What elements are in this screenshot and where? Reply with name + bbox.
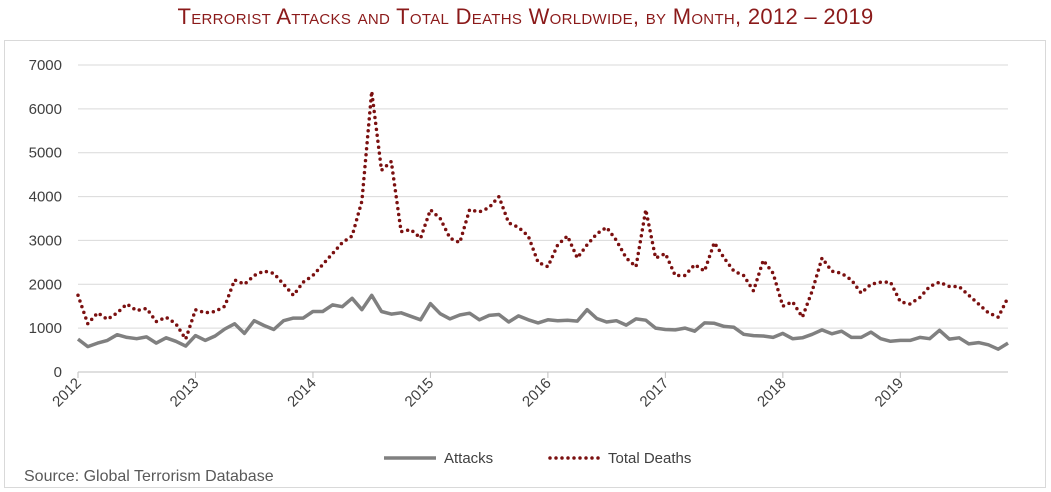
y-tick-label: 4000 [29, 189, 62, 206]
y-axis: 0 1000 2000 3000 4000 5000 6000 7000 [29, 57, 62, 381]
source-note: Source: Global Terrorism Database [24, 468, 274, 485]
legend-label-attacks: Attacks [444, 450, 493, 467]
x-tick-label: 2014 [284, 375, 320, 411]
legend: Attacks Total Deaths [384, 450, 691, 467]
x-tick-label: 2018 [754, 375, 790, 411]
y-tick-label: 3000 [29, 232, 62, 249]
x-tick-label: 2015 [402, 375, 438, 411]
y-tick-label: 0 [54, 364, 62, 381]
attacks-line [76, 293, 1009, 351]
x-tick-label: 2019 [872, 375, 908, 411]
y-tick-label: 2000 [29, 276, 62, 293]
y-tick-label: 7000 [29, 57, 62, 74]
chart-title: Terrorist Attacks and Total Deaths World… [177, 4, 874, 29]
y-tick-label: 1000 [29, 320, 62, 337]
total-deaths-line [76, 89, 1010, 341]
chart-frame [4, 40, 1046, 488]
x-tick-label: 2017 [637, 375, 673, 411]
gridlines [78, 64, 1008, 373]
legend-label-total-deaths: Total Deaths [608, 450, 691, 467]
x-axis: 2012 2013 2014 2015 2016 2017 2018 2019 [49, 372, 907, 410]
series-layer [76, 89, 1010, 351]
y-tick-label: 5000 [29, 145, 62, 162]
x-tick-label: 2013 [167, 375, 203, 411]
x-tick-label: 2016 [519, 375, 555, 411]
y-tick-label: 6000 [29, 101, 62, 118]
